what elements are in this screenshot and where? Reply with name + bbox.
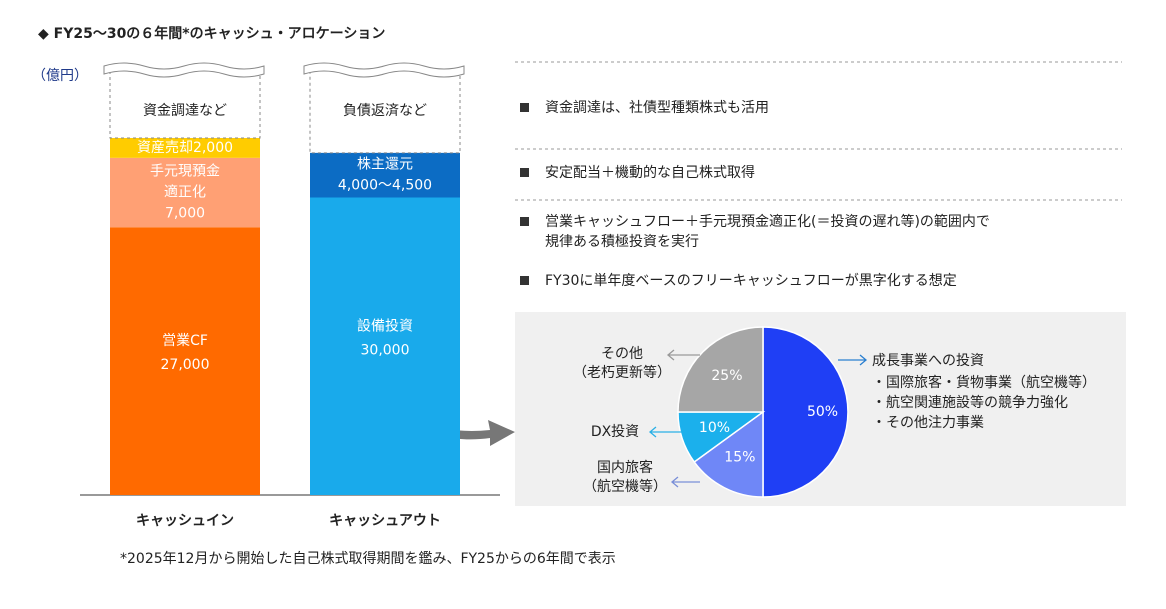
bullet-mark	[520, 168, 529, 177]
detail-text: ・航空関連施設等の競争力強化	[872, 394, 1068, 411]
slice-label: 50%	[807, 404, 838, 420]
segment-name: 手元現預金適正化	[150, 164, 220, 201]
segment-value: 30,000	[361, 342, 410, 358]
callout-arrow	[838, 354, 868, 366]
bar-segment	[110, 138, 260, 158]
bullet-mark	[520, 103, 529, 112]
category-sublabel: （老朽更新等）	[573, 364, 671, 381]
bullet-mark	[520, 276, 529, 285]
detail-text: ・国際旅客・貨物事業（航空機等）	[872, 374, 1096, 391]
segment-name: 資産売却	[137, 140, 193, 156]
break-mark	[303, 62, 465, 78]
separators	[515, 61, 1122, 201]
category-label: 国内旅客	[597, 459, 653, 476]
x-tick-label: キャッシュイン	[136, 513, 234, 529]
category-sublabel: （航空機等）	[583, 478, 667, 495]
bar-segment	[110, 227, 260, 495]
x-tick-label: キャッシュアウト	[329, 513, 441, 529]
slide-title: ◆ FY25～30の６年間*のキャッシュ・アロケーション	[38, 25, 385, 42]
slice-label: 15%	[724, 449, 755, 465]
bullet-text: 安定配当＋機動的な自己株式取得	[545, 164, 755, 181]
bullet-text: 規律ある積極投資を実行	[545, 234, 699, 250]
callout-arrow	[670, 476, 700, 488]
break-mark	[103, 62, 265, 78]
pie-slice	[677, 326, 764, 413]
segment-value: 7,000	[165, 206, 205, 222]
unit-label: （億円）	[32, 68, 88, 84]
flow-arrow	[385, 385, 515, 446]
detail-text: ・その他注力事業	[872, 415, 984, 431]
segment-value: 2,000	[193, 140, 233, 156]
category-label: 成長事業への投資	[872, 353, 984, 369]
segment-value: 4,000～4,500	[338, 178, 432, 194]
category-label: DX投資	[591, 424, 639, 440]
segment-name: 設備投資	[357, 318, 413, 334]
segment-name: 株主還元	[357, 157, 413, 173]
bullet-text: 営業キャッシュフロー＋手元現預金適正化(＝投資の遅れ等)の範囲内で	[545, 213, 990, 230]
segment-name: 営業CF	[162, 333, 208, 349]
slice-label: 10%	[699, 420, 730, 436]
pie-slice	[762, 326, 849, 498]
category-label: その他	[601, 346, 643, 362]
callout-arrow	[648, 426, 682, 438]
footnote: *2025年12月から開始した自己株式取得期間を鑑み、FY25からの6年間で表示	[120, 550, 616, 567]
cap-label: 資金調達など	[143, 103, 227, 119]
segment-value: 27,000	[161, 357, 210, 373]
callout-arrow	[666, 349, 700, 361]
bullet-text: FY30に単年度ベースのフリーキャッシュフローが黒字化する想定	[545, 273, 957, 289]
cap-label: 負債返済など	[343, 103, 427, 119]
bar-segment	[110, 157, 260, 228]
segment-label: 資産売却2,000	[137, 140, 233, 156]
pie-slice	[693, 410, 764, 498]
slice-label: 25%	[711, 368, 742, 384]
bar-segment	[310, 197, 460, 495]
bar-segment	[310, 152, 460, 198]
bullet-text: 資金調達は、社債型種類株式も活用	[545, 100, 769, 116]
bullet-mark	[520, 217, 529, 226]
